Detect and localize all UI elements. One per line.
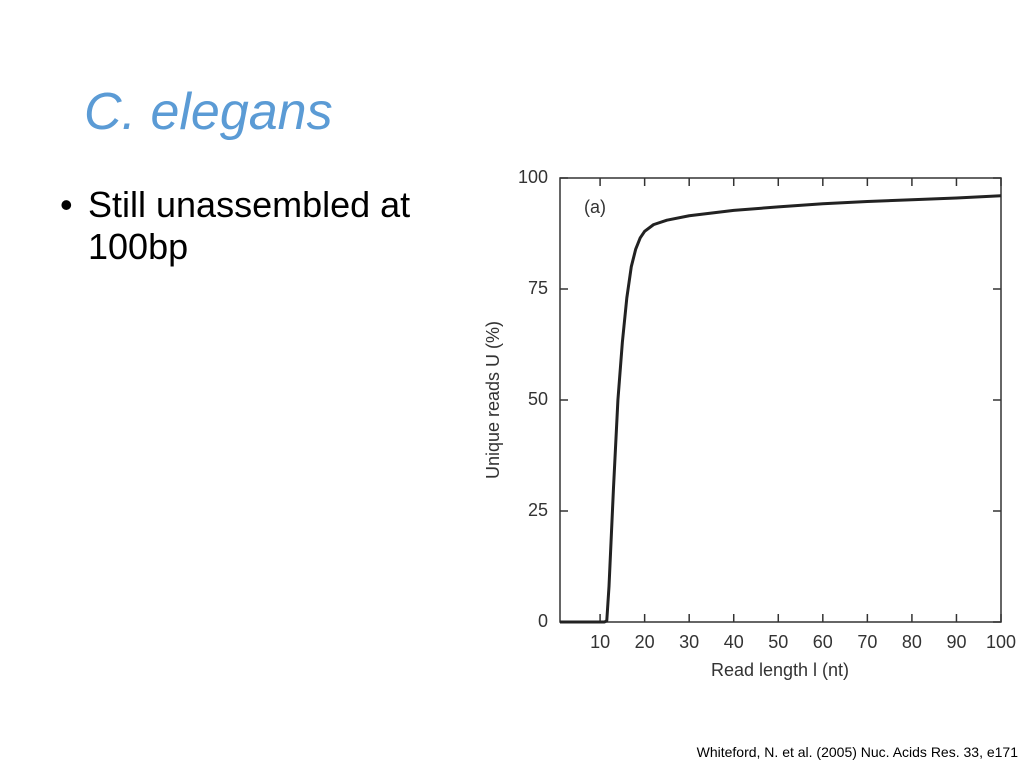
x-tick-label: 100 (986, 632, 1016, 652)
slide-title: C. elegans (84, 83, 333, 141)
x-tick-label: 20 (635, 632, 655, 652)
y-tick-label: 50 (528, 389, 548, 409)
y-tick-label: 0 (538, 611, 548, 631)
x-tick-label: 60 (813, 632, 833, 652)
x-tick-label: 50 (768, 632, 788, 652)
x-tick-label: 70 (857, 632, 877, 652)
x-tick-label: 90 (946, 632, 966, 652)
y-tick-label: 100 (518, 167, 548, 187)
x-axis-label: Read length l (nt) (711, 660, 849, 680)
x-tick-label: 40 (724, 632, 744, 652)
citation: Whiteford, N. et al. (2005) Nuc. Acids R… (696, 744, 1018, 760)
data-line (560, 194, 1002, 624)
x-tick-label: 30 (679, 632, 699, 652)
y-tick-label: 75 (528, 278, 548, 298)
x-tick-label: 10 (590, 632, 610, 652)
y-axis-label: Unique reads U (%) (483, 321, 503, 479)
plot-frame (559, 177, 1002, 623)
bullet: Still unassembled at 100bp (60, 184, 488, 268)
y-tick-label: 25 (528, 500, 548, 520)
x-tick-label: 80 (902, 632, 922, 652)
annotation: (a) (584, 197, 606, 217)
